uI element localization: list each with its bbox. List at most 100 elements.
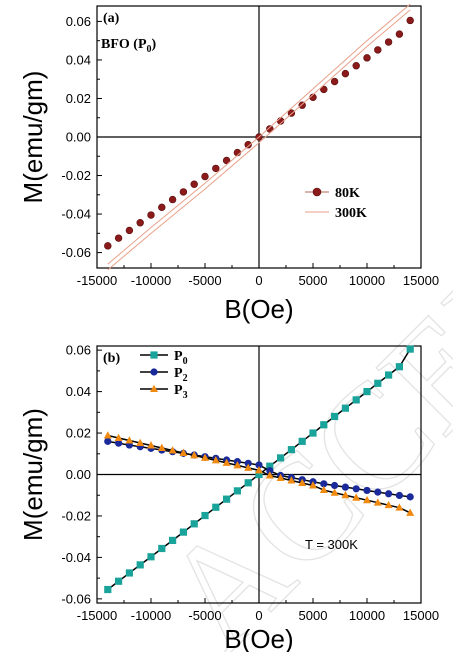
data-point <box>363 495 371 504</box>
y-axis-title: M(emu/gm) <box>18 408 48 541</box>
data-point <box>201 511 209 520</box>
data-point <box>287 446 295 454</box>
x-tick-label: -15000 <box>77 273 117 288</box>
legend-marker <box>150 384 158 392</box>
data-point <box>169 536 177 545</box>
data-point <box>265 471 274 479</box>
data-point <box>406 16 414 25</box>
data-point <box>158 544 166 553</box>
data-point <box>363 486 371 495</box>
data-point <box>384 38 393 46</box>
data-point <box>341 69 350 78</box>
data-point <box>374 379 382 387</box>
data-point <box>136 438 145 446</box>
data-point <box>147 441 155 449</box>
data-point <box>266 125 274 133</box>
data-point <box>212 503 220 511</box>
data-point <box>341 490 350 499</box>
y-tick-label: 0.06 <box>66 343 91 358</box>
legend-label-main: P <box>174 349 183 364</box>
legend-label: P2 <box>174 366 188 384</box>
y-tick-label: 0.02 <box>66 426 91 441</box>
data-point <box>255 470 263 479</box>
data-point <box>115 577 123 585</box>
y-tick-label: 0.02 <box>66 91 91 106</box>
data-point <box>352 493 361 501</box>
legend-label: 300K <box>335 206 367 221</box>
legend-label-main: P <box>174 366 183 381</box>
data-point <box>298 478 307 486</box>
data-point <box>168 446 177 454</box>
data-point <box>320 480 328 488</box>
legend-label: 80K <box>335 186 360 201</box>
data-point <box>395 491 403 500</box>
data-point <box>341 404 349 412</box>
y-tick-label: -0.02 <box>61 508 91 523</box>
data-point <box>395 30 404 38</box>
y-tick-label: 0.04 <box>66 52 91 67</box>
data-point <box>352 485 360 493</box>
temperature-annotation: T = 300K <box>305 537 358 552</box>
panel-label: (a) <box>103 11 120 26</box>
panel-label: (b) <box>103 351 120 366</box>
data-point <box>298 101 306 109</box>
data-point <box>104 585 112 594</box>
data-point <box>320 85 328 94</box>
data-point <box>222 458 231 466</box>
data-point <box>158 203 166 212</box>
data-point <box>233 461 242 469</box>
data-point <box>384 500 393 509</box>
legend-label-subscript: 3 <box>183 390 188 401</box>
data-point <box>277 454 285 462</box>
data-point <box>363 387 371 396</box>
panel-a: -15000 -10000 -5000 0 5000 10000 15000 -0.06 -0.… <box>18 3 439 324</box>
legend-label: P3 <box>174 383 188 401</box>
y-axis-title: M(emu/gm) <box>18 71 48 204</box>
x-tick-label: -10000 <box>131 608 171 623</box>
x-tick-label: -5000 <box>188 608 221 623</box>
x-tick-label: 0 <box>255 273 262 288</box>
series-1 <box>107 3 411 271</box>
data-point <box>352 396 360 404</box>
y-tick-label: 0.06 <box>66 14 91 29</box>
x-tick-label: 10000 <box>349 273 385 288</box>
data-point <box>179 528 187 536</box>
y-tick-label: 0.00 <box>66 130 91 145</box>
data-point <box>233 487 241 495</box>
x-tick-label: -15000 <box>77 608 117 623</box>
data-point <box>104 242 112 250</box>
series-2 <box>103 431 415 516</box>
data-point <box>406 345 414 353</box>
data-point <box>244 479 252 487</box>
data-point <box>125 569 133 577</box>
data-point <box>373 498 382 506</box>
data-point <box>136 219 144 227</box>
data-point <box>212 164 220 173</box>
data-point <box>179 448 188 456</box>
data-point <box>406 493 414 501</box>
data-point <box>190 180 198 188</box>
data-point <box>115 439 123 447</box>
data-point <box>374 46 382 54</box>
data-point <box>385 371 393 379</box>
data-point <box>147 553 155 561</box>
x-axis-title: B(Oe) <box>224 624 293 652</box>
data-point <box>395 503 404 511</box>
data-point <box>363 54 371 62</box>
y-tick-label: -0.06 <box>61 591 91 606</box>
data-point <box>330 488 339 496</box>
data-point <box>330 77 339 86</box>
data-point <box>320 421 328 429</box>
x-tick-label: 0 <box>255 608 262 623</box>
y-tick-label: -0.04 <box>61 550 91 565</box>
data-point <box>136 561 144 569</box>
data-point <box>244 459 252 467</box>
data-point <box>244 463 253 471</box>
data-point <box>309 481 317 489</box>
panel-title-end: ) <box>152 37 157 52</box>
data-point <box>103 431 112 439</box>
legend-label-main: P <box>174 383 183 398</box>
data-point <box>266 467 274 475</box>
data-point <box>201 453 209 461</box>
